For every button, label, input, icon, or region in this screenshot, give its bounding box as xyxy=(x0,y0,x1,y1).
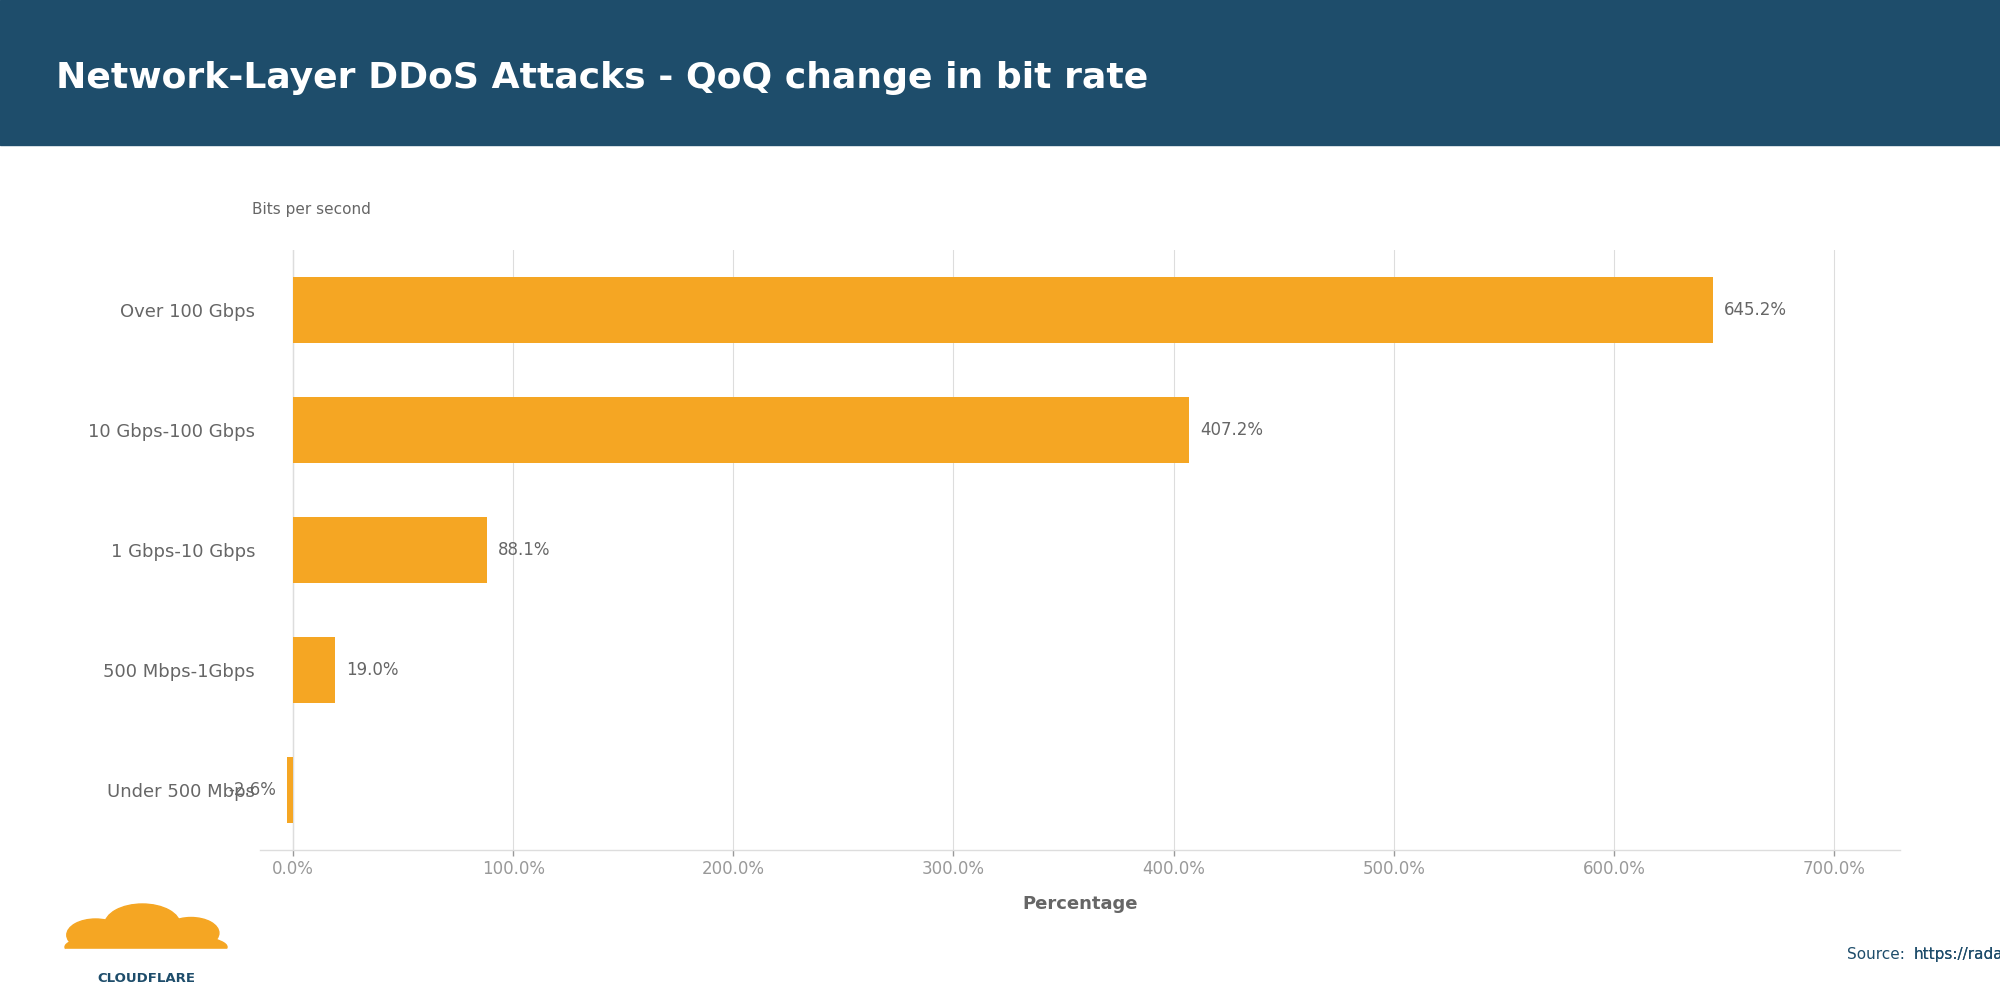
Text: CLOUDFLARE: CLOUDFLARE xyxy=(96,972,196,984)
Bar xyxy=(64,949,228,962)
Bar xyxy=(294,517,486,583)
Text: 19.0%: 19.0% xyxy=(346,661,398,679)
Text: Source:: Source: xyxy=(1848,947,1910,962)
X-axis label: Percentage: Percentage xyxy=(1022,895,1138,913)
Bar xyxy=(288,757,294,823)
Bar xyxy=(294,397,1190,463)
Text: Bits per second: Bits per second xyxy=(252,202,370,217)
Text: 645.2%: 645.2% xyxy=(1724,301,1788,319)
Bar xyxy=(294,637,334,703)
Ellipse shape xyxy=(64,932,228,962)
Text: https://radar.cloudflare.com/notebooks/ddos-2022-q1: https://radar.cloudflare.com/notebooks/d… xyxy=(1914,947,2000,962)
Text: 88.1%: 88.1% xyxy=(498,541,550,559)
Circle shape xyxy=(66,919,124,951)
Circle shape xyxy=(104,904,180,946)
Text: https://radar.cloudflare.com/notebooks/ddos-2022-q1: https://radar.cloudflare.com/notebooks/d… xyxy=(1914,947,2000,962)
Text: 407.2%: 407.2% xyxy=(1200,421,1264,439)
Text: Network-Layer DDoS Attacks - QoQ change in bit rate: Network-Layer DDoS Attacks - QoQ change … xyxy=(56,61,1148,95)
Text: -2.6%: -2.6% xyxy=(228,781,276,799)
Bar xyxy=(64,936,228,958)
Bar xyxy=(294,277,1714,343)
Circle shape xyxy=(164,918,218,948)
